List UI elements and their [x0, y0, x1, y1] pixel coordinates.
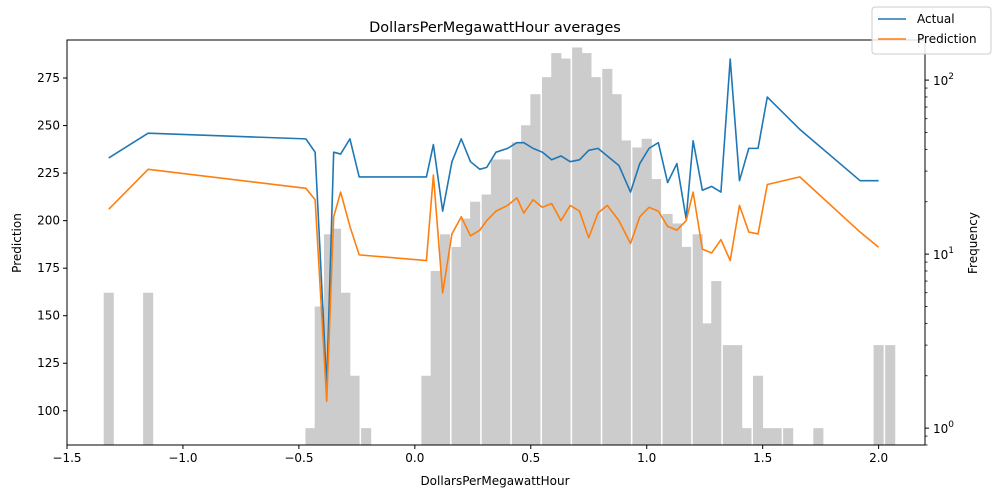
histogram-bar — [305, 428, 316, 445]
y-tick-label: 125 — [37, 356, 60, 370]
x-tick-label: 2.0 — [869, 451, 888, 465]
y2-axis-label: Frequency — [966, 212, 980, 274]
histogram-bar — [711, 281, 722, 445]
x-axis-label: DollarsPerMegawattHour — [420, 474, 569, 488]
histogram-bar — [451, 246, 462, 445]
histogram-bar — [741, 428, 752, 445]
histogram-bar — [873, 345, 884, 445]
histogram-bar — [641, 138, 652, 446]
x-tick-label: 0.5 — [521, 451, 540, 465]
histogram-bar — [470, 201, 481, 445]
histogram-bar — [662, 214, 673, 445]
histogram-bar — [511, 142, 522, 445]
chart-title: DollarsPerMegawattHour averages — [369, 20, 621, 36]
histogram-bar — [421, 375, 432, 445]
histogram-bar — [430, 270, 441, 445]
y2-tick-label: 102 — [933, 72, 954, 88]
histogram-bar — [530, 94, 541, 446]
histogram-bar — [103, 292, 114, 445]
x-tick-label: 1.0 — [637, 451, 656, 465]
histogram-bar — [314, 306, 325, 445]
histogram-bar — [692, 234, 703, 445]
histogram-bar — [490, 159, 502, 445]
y2-tick-label: 100 — [933, 420, 954, 436]
x-tick-label: 0.0 — [405, 451, 424, 465]
histogram-bar — [581, 53, 592, 445]
y-axis: 100 125 150 175 200 225 250 275 — [37, 71, 67, 418]
histogram-bar — [349, 375, 360, 445]
histogram-bar — [460, 218, 471, 445]
histogram-bar — [620, 140, 631, 445]
x-tick-label: −1.0 — [168, 451, 197, 465]
histogram-bar — [143, 292, 154, 445]
histogram-bar — [602, 68, 613, 445]
histogram-bar — [611, 94, 622, 446]
histogram-bar — [762, 428, 773, 445]
legend-label-prediction: Prediction — [917, 32, 977, 46]
histogram — [103, 47, 896, 446]
histogram-bar — [752, 375, 764, 445]
histogram-bar — [541, 77, 553, 445]
y2-tick-label: 101 — [933, 246, 954, 262]
x-tick-label: −1.5 — [52, 451, 81, 465]
y-tick-label: 250 — [37, 119, 60, 133]
histogram-bar — [560, 58, 571, 446]
y-tick-label: 100 — [37, 404, 60, 418]
histogram-bar — [681, 246, 692, 445]
histogram-bar — [650, 179, 662, 446]
y-tick-label: 200 — [37, 214, 60, 228]
y2-axis: 100 101 102 — [925, 72, 954, 446]
histogram-bar — [500, 159, 511, 445]
histogram-bar — [340, 292, 351, 445]
histogram-bar — [572, 47, 583, 445]
histogram-bar — [632, 147, 643, 446]
plot-frame — [66, 39, 926, 446]
x-tick-label: 1.5 — [753, 451, 772, 465]
histogram-bar — [701, 323, 713, 445]
y-tick-label: 150 — [37, 309, 60, 323]
histogram-bar — [722, 345, 733, 445]
series-lines — [108, 58, 880, 403]
histogram-bar — [481, 194, 492, 445]
legend: Actual Prediction — [871, 6, 992, 55]
histogram-bar — [521, 125, 532, 445]
histogram-bar — [330, 228, 342, 445]
histogram-bar — [439, 234, 451, 445]
y-tick-label: 225 — [37, 166, 60, 180]
series-line-prediction — [108, 168, 880, 403]
y-tick-label: 275 — [37, 71, 60, 85]
histogram-bar — [671, 223, 682, 445]
histogram-bar — [361, 428, 372, 445]
legend-label-actual: Actual — [917, 12, 955, 26]
histogram-bar — [551, 53, 562, 445]
x-tick-label: −0.5 — [284, 451, 313, 465]
histogram-bar — [590, 77, 601, 445]
x-axis: −1.5 −1.0 −0.5 0.0 0.5 1.0 1.5 2.0 — [52, 445, 888, 465]
y-axis-label: Prediction — [10, 213, 24, 273]
y-tick-label: 175 — [37, 261, 60, 275]
series-line-actual — [108, 58, 879, 387]
histogram-bar — [885, 345, 896, 445]
histogram-bar — [732, 345, 743, 445]
histogram-bar — [771, 428, 782, 445]
histogram-bar — [783, 428, 794, 445]
histogram-bar — [813, 428, 824, 445]
